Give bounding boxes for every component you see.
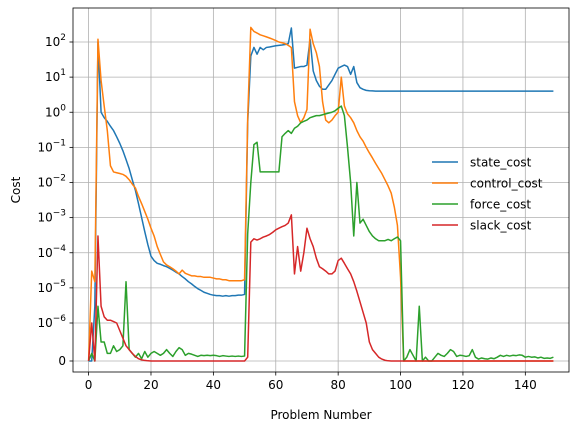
x-tick-label: 100 <box>389 378 412 392</box>
y-tick-label: 102 <box>45 33 66 49</box>
y-tick-label: 0 <box>58 354 66 368</box>
plot-frame <box>72 7 570 373</box>
x-tick-label: 140 <box>514 378 537 392</box>
x-axis-label: Problem Number <box>270 408 371 422</box>
x-tick-label: 60 <box>268 378 283 392</box>
legend-label: force_cost <box>470 198 531 212</box>
y-tick-label: 10−2 <box>37 174 66 190</box>
y-tick-label: 10−3 <box>37 209 66 225</box>
y-tick-label: 10−4 <box>37 244 66 260</box>
y-tick-label: 100 <box>45 103 66 119</box>
legend: state_cost control_cost force_cost slack_co… <box>432 156 543 233</box>
x-tick-label: 40 <box>206 378 221 392</box>
x-tick-label: 120 <box>451 378 474 392</box>
y-ticks: 0 10−6 10−5 10−4 10−3 10−2 10−1 100 101 102 <box>37 33 73 368</box>
series-layer <box>87 26 554 362</box>
legend-label: state_cost <box>470 156 532 170</box>
y-tick-label: 10−1 <box>37 138 66 154</box>
x-ticks: 0 20 40 60 80 100 120 140 <box>85 372 537 392</box>
legend-label: slack_cost <box>470 219 532 233</box>
series-line-slack-cost <box>87 214 554 362</box>
series-line-control-cost <box>87 26 554 362</box>
series-line-state-cost <box>88 27 554 362</box>
x-tick-label: 80 <box>331 378 346 392</box>
y-tick-label: 101 <box>45 68 66 84</box>
y-tick-label: 10−5 <box>37 279 66 295</box>
y-tick-label: 10−6 <box>37 314 66 330</box>
y-axis-label: Cost <box>9 176 23 203</box>
x-tick-label: 20 <box>143 378 158 392</box>
legend-label: control_cost <box>470 177 543 191</box>
x-tick-label: 0 <box>85 378 93 392</box>
series-line-force-cost <box>87 105 554 362</box>
